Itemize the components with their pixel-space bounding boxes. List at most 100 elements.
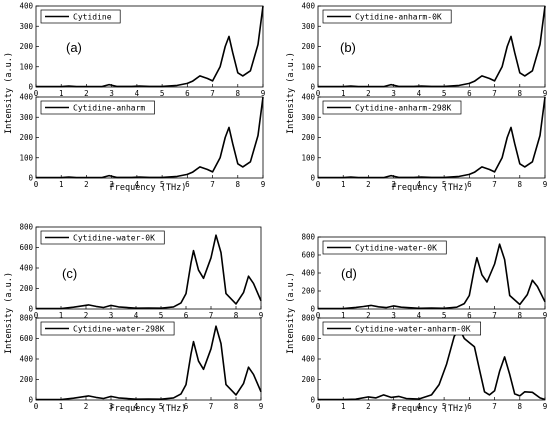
- panel-d-bottom-ytick-label: 800: [301, 314, 315, 323]
- panel-b-top-series-line: [318, 5, 546, 88]
- panel-b-bottom-xtick-label: 5: [442, 180, 447, 189]
- panel-b-bottom-ytick-label: 0: [310, 174, 315, 183]
- panel-b-top-xtick-label: 2: [366, 89, 371, 98]
- panel-d-bottom-xtick-label: 1: [341, 402, 346, 411]
- figure-label-a: (a): [66, 40, 82, 55]
- panel-b-top-xtick-label: 7: [492, 89, 497, 98]
- panel-d-top-xtick-label: 6: [467, 311, 472, 320]
- panel-b-top-ytick-label: 0: [310, 83, 315, 92]
- panel-b-bottom-xtick-label: 2: [366, 180, 371, 189]
- panel-c-bottom-ytick-label: 400: [19, 355, 33, 364]
- panel-a-bottom-ytick-label: 300: [19, 113, 33, 122]
- panel-b-bottom-xtick-label: 3: [391, 180, 396, 189]
- panel-a-top-xtick-label: 8: [236, 89, 241, 98]
- panel-d-bottom-xtick-label: 0: [316, 402, 321, 411]
- panel-c-top-legend-box: [40, 230, 165, 245]
- panel-a-bottom-ytick-label: 200: [19, 133, 33, 142]
- panel-b-top-xtick-label: 6: [467, 89, 472, 98]
- panel-b-bottom-xtick-label: 8: [518, 180, 523, 189]
- panel-d-bottom-legend-box: [322, 321, 481, 336]
- panel-d-top-series-line: [318, 243, 546, 310]
- panel-d-bottom-xtick-label: 5: [442, 402, 447, 411]
- panel-b-bottom-ytick-label: 200: [301, 133, 315, 142]
- panel-a-top-xtick-label: 0: [34, 89, 39, 98]
- panel-b-top-legend-text: Cytidine-anharm-0K: [355, 13, 442, 22]
- panel-a-top-ytick-label: 200: [19, 42, 33, 51]
- x-axis-title-a: Frequency (THz): [110, 183, 187, 193]
- panel-d-top-xtick-label: 9: [543, 311, 548, 320]
- panel-c-top-xtick-label: 0: [34, 311, 39, 320]
- panel-d-top-ytick-label: 0: [310, 305, 315, 314]
- panel-c-bottom-xtick-label: 1: [59, 402, 64, 411]
- y-axis-title-d: Intensity (a.u.): [286, 272, 296, 354]
- panel-d-top-xtick-label: 1: [341, 311, 346, 320]
- panel-c-top-xtick-label: 4: [134, 311, 139, 320]
- figure-label-c: (c): [62, 266, 77, 281]
- panel-a-top-ytick-label: 400: [19, 2, 33, 11]
- panel-d-bottom-xtick-label: 9: [543, 402, 548, 411]
- panel-c-top-series-line: [36, 234, 262, 310]
- panel-a-bottom-legend-text: Cytidine-anharm: [73, 104, 145, 113]
- panel-d-top-xtick-label: 0: [316, 311, 321, 320]
- panel-c-top-xtick-label: 6: [184, 311, 189, 320]
- panel-d-top-ytick-label: 400: [301, 269, 315, 278]
- panel-b-bottom-xtick-label: 7: [492, 180, 497, 189]
- panel-d-top-ytick-label: 800: [301, 233, 315, 242]
- panel-a-top-series-line: [36, 5, 264, 88]
- panel-c-top-ytick-label: 200: [19, 284, 33, 293]
- panel-d-top-xtick-label: 8: [518, 311, 523, 320]
- panel-d-top-ytick-label: 600: [301, 251, 315, 260]
- panel-a-top-xtick-label: 7: [210, 89, 215, 98]
- panel-d-top-legend-box: [322, 240, 447, 255]
- panel-d-bottom-xtick-label: 3: [391, 402, 396, 411]
- figure-label-d: (d): [341, 266, 357, 281]
- panel-a-bottom-xtick-label: 1: [59, 180, 64, 189]
- panel-b-top-legend-box: [322, 9, 452, 24]
- panel-a-bottom-ytick-label: 100: [19, 153, 33, 162]
- panel-c-top-ytick-label: 600: [19, 243, 33, 252]
- panel-a-top-xtick-label: 9: [261, 89, 266, 98]
- panel-b-bottom-legend-text: Cytidine-anharm-298K: [355, 104, 452, 113]
- panel-a-bottom-xtick-label: 7: [210, 180, 215, 189]
- panel-c-bottom-legend-box: [40, 321, 175, 336]
- panel-d-bottom-legend-text: Cytidine-water-anharm-0K: [355, 325, 471, 334]
- panel-d-bottom-xtick-label: 4: [417, 402, 422, 411]
- panel-b-top-xtick-label: 9: [543, 89, 548, 98]
- panel-c-bottom-xtick-label: 5: [159, 402, 164, 411]
- panel-b-top-xtick-label: 5: [442, 89, 447, 98]
- panel-c-top-xtick-label: 9: [259, 311, 264, 320]
- y-axis-title-c: Intensity (a.u.): [4, 272, 14, 354]
- panel-a-top-legend-box: [40, 9, 121, 24]
- x-axis-title-b: Frequency (THz): [392, 183, 469, 193]
- panel-a-bottom-xtick-label: 8: [236, 180, 241, 189]
- panel-a-bottom-xtick-label: 0: [34, 180, 39, 189]
- panel-a-bottom-legend-box: [40, 100, 155, 115]
- panel-b-top-xtick-label: 0: [316, 89, 321, 98]
- panel-c-bottom-ytick-label: 800: [19, 314, 33, 323]
- x-axis-title-c: Frequency (THz): [110, 404, 187, 414]
- panel-b-top-xtick-label: 4: [417, 89, 422, 98]
- panel-b-top-xtick-label: 3: [391, 89, 396, 98]
- panel-c-top-ytick-label: 400: [19, 264, 33, 273]
- panel-c-bottom-xtick-label: 2: [84, 402, 89, 411]
- panel-a-top-ytick-label: 0: [28, 83, 33, 92]
- panel-b-top-ytick-label: 300: [301, 22, 315, 31]
- panel-c-top-xtick-label: 1: [59, 311, 64, 320]
- panel-c-bottom-xtick-label: 8: [234, 402, 239, 411]
- panel-a-top-xtick-label: 4: [135, 89, 140, 98]
- panel-d-top-legend-text: Cytidine-water-0K: [355, 244, 437, 253]
- panel-b-bottom-series-line: [318, 96, 546, 179]
- panel-b-bottom-ytick-label: 300: [301, 113, 315, 122]
- panel-b-bottom-xtick-label: 4: [417, 180, 422, 189]
- panel-d-bottom-series-line: [318, 327, 546, 401]
- panel-c-bottom-xtick-label: 0: [34, 402, 39, 411]
- panel-b-top-ytick-label: 100: [301, 62, 315, 71]
- panel-c-top-ytick-label: 0: [28, 305, 33, 314]
- panel-a-bottom-ytick-label: 400: [19, 93, 33, 102]
- panel-b-bottom-legend-box: [322, 100, 462, 115]
- panel-a-bottom-xtick-label: 4: [135, 180, 140, 189]
- panel-d-bottom-ytick-label: 600: [301, 334, 315, 343]
- panel-c-top-xtick-label: 3: [109, 311, 114, 320]
- panel-b-bottom-ytick-label: 400: [301, 93, 315, 102]
